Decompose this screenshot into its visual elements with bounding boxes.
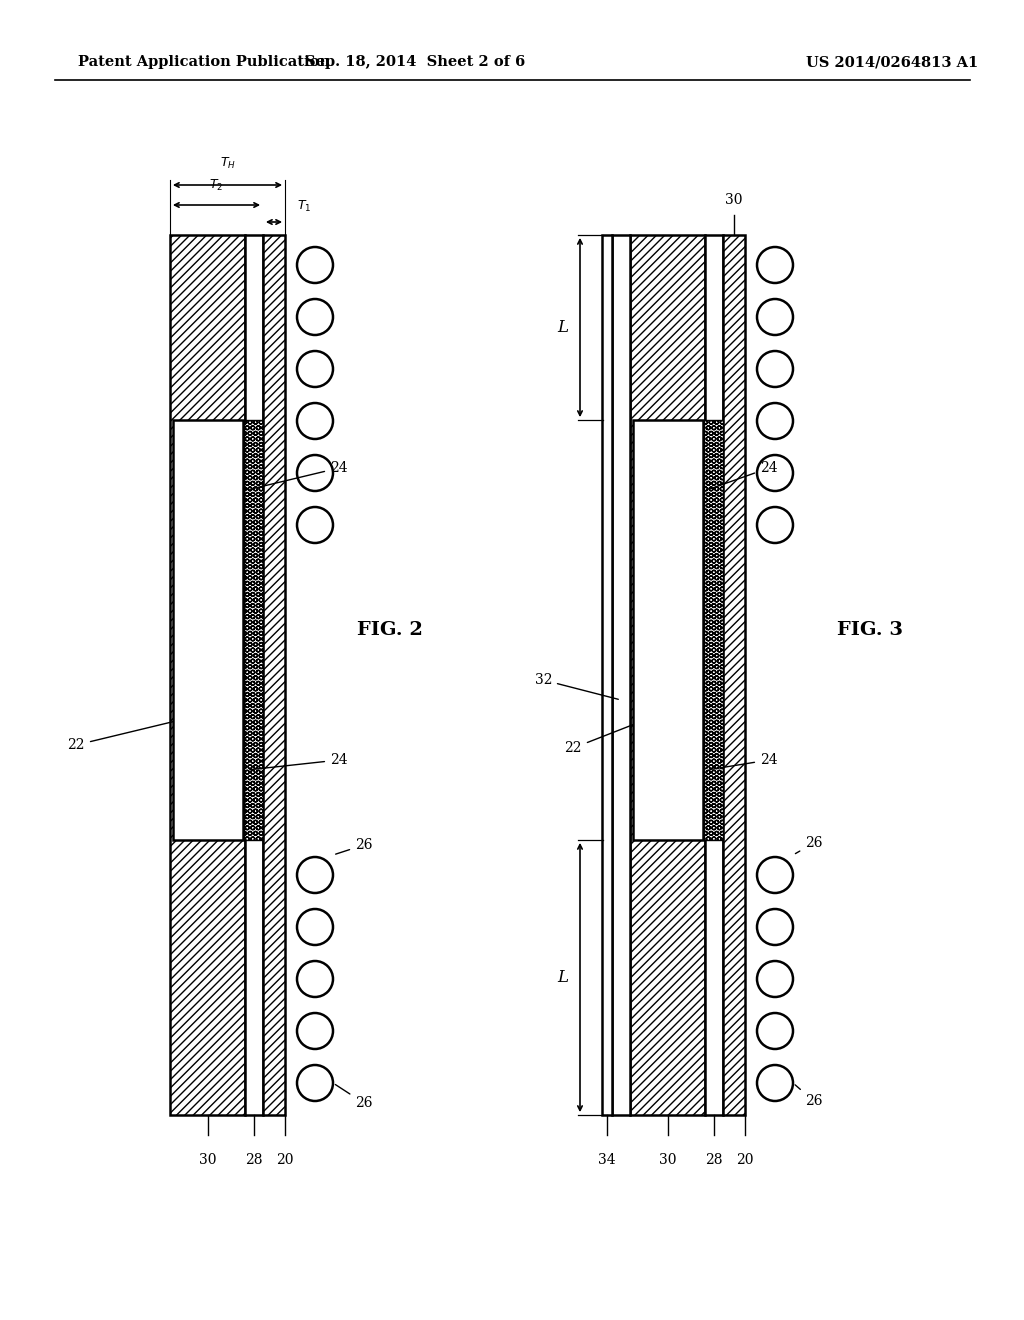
Text: 34: 34 [598, 1152, 615, 1167]
Text: 28: 28 [706, 1152, 723, 1167]
Text: $T_2$: $T_2$ [209, 178, 223, 193]
Text: 20: 20 [276, 1152, 294, 1167]
Text: 26: 26 [336, 838, 373, 854]
Bar [245, 235, 263, 1115]
Bar [633, 420, 703, 840]
Text: 26: 26 [796, 836, 822, 854]
Bar [263, 235, 285, 1115]
Text: 24: 24 [710, 752, 777, 770]
Text: 26: 26 [795, 1085, 822, 1107]
Text: Sep. 18, 2014  Sheet 2 of 6: Sep. 18, 2014 Sheet 2 of 6 [305, 55, 525, 69]
Text: L: L [557, 969, 568, 986]
Bar [244, 420, 263, 840]
Bar [612, 235, 630, 1115]
Text: 30: 30 [658, 1152, 676, 1167]
Text: 24: 24 [250, 461, 347, 490]
Bar [705, 235, 723, 1115]
Text: $T_1$: $T_1$ [297, 199, 311, 214]
Text: 28: 28 [246, 1152, 263, 1167]
Bar [630, 235, 705, 1115]
Text: $T_H$: $T_H$ [219, 156, 236, 172]
Text: 30: 30 [199, 1152, 216, 1167]
Text: 22: 22 [68, 721, 177, 752]
Bar [170, 235, 245, 1115]
Text: 22: 22 [564, 721, 642, 755]
Text: 30: 30 [725, 193, 742, 207]
Bar [705, 420, 723, 840]
Text: 26: 26 [335, 1085, 373, 1110]
Text: 32: 32 [535, 673, 618, 700]
Text: 24: 24 [710, 461, 777, 490]
Text: L: L [557, 319, 568, 337]
Bar [723, 235, 745, 1115]
Text: FIG. 2: FIG. 2 [357, 620, 423, 639]
Text: FIG. 3: FIG. 3 [837, 620, 903, 639]
Text: 20: 20 [736, 1152, 754, 1167]
Bar [602, 235, 612, 1115]
Text: 24: 24 [250, 752, 347, 770]
Bar [173, 420, 243, 840]
Text: US 2014/0264813 A1: US 2014/0264813 A1 [806, 55, 978, 69]
Text: Patent Application Publication: Patent Application Publication [78, 55, 330, 69]
